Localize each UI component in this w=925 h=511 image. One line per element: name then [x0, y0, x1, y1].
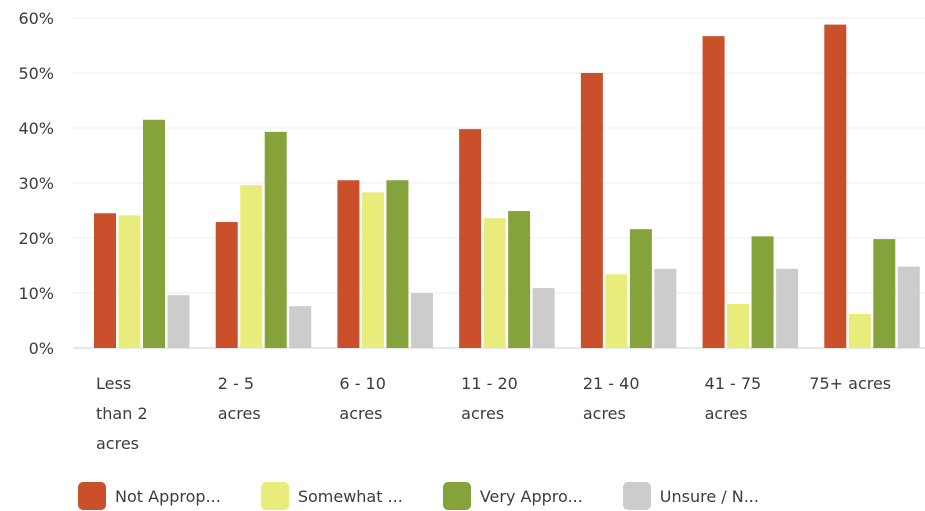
y-tick-label: 40% [18, 119, 54, 138]
bar [751, 236, 774, 348]
legend-item[interactable]: Very Appro... [442, 482, 583, 510]
bar [897, 266, 920, 348]
legend-swatch [260, 482, 289, 510]
legend-label: Not Approp... [115, 486, 221, 506]
bar [629, 229, 652, 348]
x-category-label: Less than 2 acres [96, 374, 148, 453]
legend-label: Unsure / N... [659, 486, 759, 506]
legend-swatch [78, 482, 106, 510]
bar [386, 180, 409, 348]
bar [605, 274, 628, 348]
bar [143, 119, 165, 348]
bar-chart: 0% 10% 20% 30% 40% 50% 60% Less than 2 acres 2 - … [18, 9, 925, 453]
bar [459, 129, 482, 348]
bar [410, 293, 433, 348]
bar [94, 213, 116, 348]
bar [580, 73, 603, 348]
bar [215, 222, 238, 348]
bar [824, 24, 847, 348]
y-tick-label: 20% [18, 229, 54, 248]
y-tick-label: 10% [18, 284, 54, 303]
legend-label: Very Appro... [479, 486, 583, 506]
y-tick-label: 60% [18, 9, 54, 28]
x-category-label: 21 - 40 acres [583, 374, 640, 423]
bars [94, 24, 920, 349]
y-axis-ticks: 0% 10% 20% 30% 40% 50% 60% [18, 9, 54, 358]
legend-item[interactable]: Somewhat ... [260, 482, 403, 510]
bar [118, 215, 141, 348]
legend-item[interactable]: Not Approp... [78, 482, 221, 510]
y-tick-label: 0% [29, 339, 54, 358]
bar [240, 185, 263, 348]
bar [361, 192, 384, 348]
y-tick-label: 50% [18, 64, 54, 83]
bar [337, 180, 360, 348]
legend-swatch [442, 482, 471, 510]
x-category-label: 75+ acres [809, 374, 891, 393]
x-axis-categories: Less than 2 acres 2 - 5 acres 6 - 10 acres 11 -… [96, 374, 891, 453]
bar [727, 304, 750, 348]
legend-swatch [622, 482, 651, 510]
bar [873, 239, 896, 348]
y-tick-label: 30% [18, 174, 54, 193]
bar [702, 36, 725, 349]
legend-label: Somewhat ... [297, 486, 403, 506]
x-category-label: 6 - 10 acres [339, 374, 385, 423]
bar [167, 295, 190, 348]
bar [483, 218, 506, 348]
bar [264, 131, 287, 348]
bar [508, 211, 531, 348]
x-category-label: 2 - 5 acres [218, 374, 261, 423]
bar [848, 313, 871, 348]
x-category-label: 11 - 20 acres [461, 374, 518, 423]
x-category-label: 41 - 75 acres [705, 374, 762, 423]
legend: Not Approp... Somewhat ... Very Appro... Un… [78, 481, 799, 511]
legend-item[interactable]: Unsure / N... [622, 482, 759, 510]
bar [289, 306, 312, 348]
bar [776, 268, 799, 348]
bar [654, 268, 677, 348]
bar [532, 288, 555, 348]
